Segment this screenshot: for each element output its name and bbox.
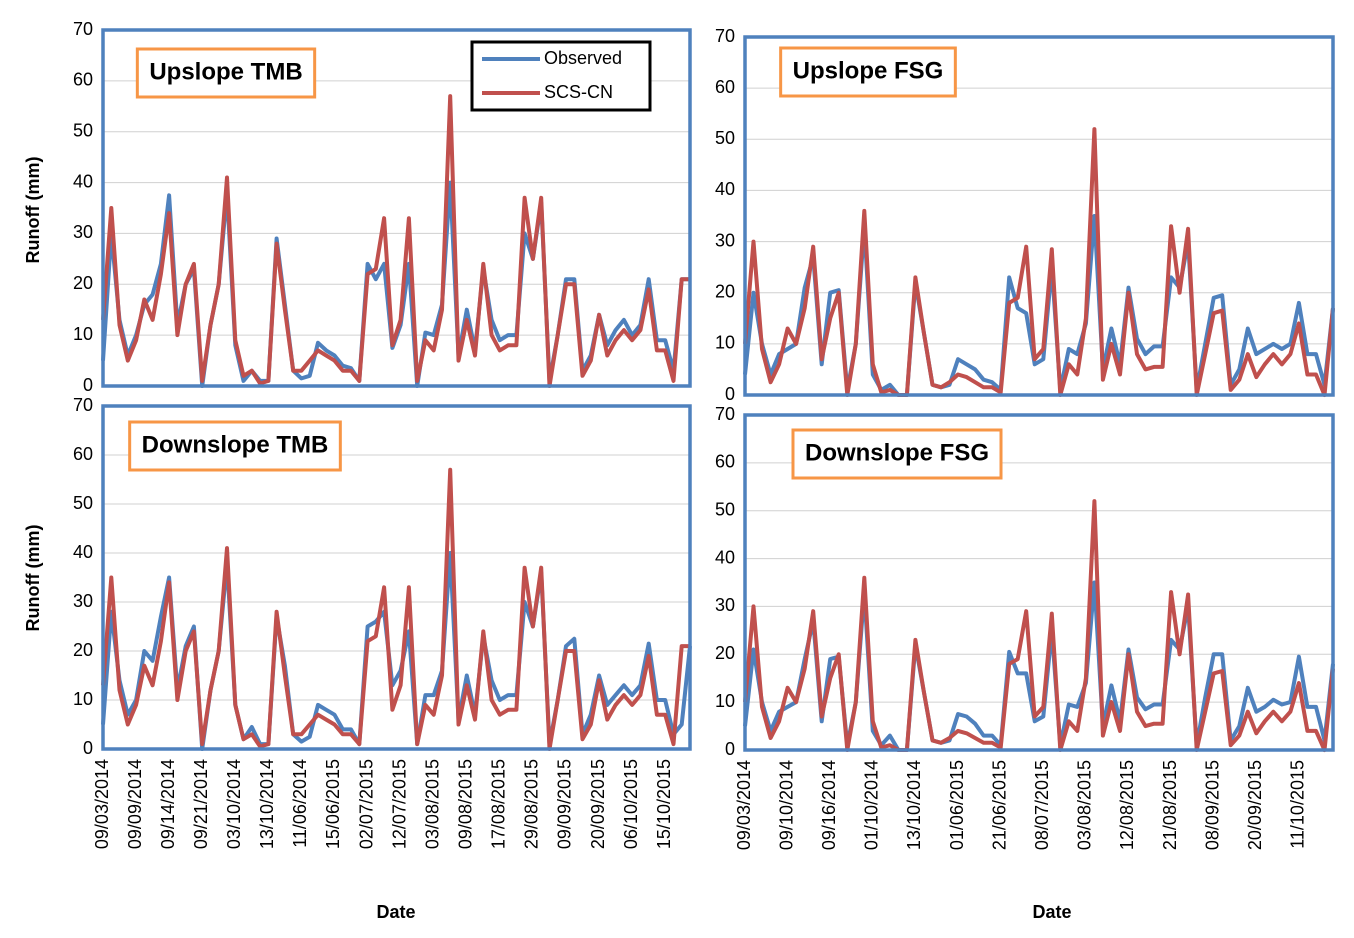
x-tick-label: 03/08/2015	[422, 759, 442, 849]
x-tick-label: 17/08/2015	[489, 759, 509, 849]
x-tick-label: 15/10/2015	[654, 759, 674, 849]
y-tick-label: 10	[715, 333, 735, 353]
y-tick-label: 0	[83, 738, 93, 758]
y-tick-label: 0	[725, 384, 735, 404]
y-tick-label: 70	[73, 19, 93, 39]
y-tick-label: 10	[73, 689, 93, 709]
y-axis-label: Runoff (mm)	[23, 157, 43, 264]
y-tick-label: 20	[73, 273, 93, 293]
plot-frame	[743, 35, 1335, 397]
x-tick-label: 15/06/2015	[323, 759, 343, 849]
x-tick-label: 29/08/2015	[522, 759, 542, 849]
x-tick-label: 21/08/2015	[1160, 760, 1180, 850]
y-tick-label: 20	[715, 643, 735, 663]
x-tick-label: 08/07/2015	[1032, 760, 1052, 850]
x-tick-label: 01/10/2014	[862, 760, 882, 850]
y-tick-label: 60	[715, 77, 735, 97]
y-tick-label: 20	[73, 640, 93, 660]
legend-box	[470, 40, 652, 112]
y-tick-label: 20	[715, 281, 735, 301]
x-tick-label: 12/07/2015	[389, 759, 409, 849]
plot-frame	[101, 28, 692, 388]
x-tick-label: 09/21/2014	[191, 759, 211, 849]
x-tick-label: 03/10/2014	[224, 759, 244, 849]
y-tick-label: 40	[73, 171, 93, 191]
x-tick-label: 20/09/2015	[1245, 760, 1265, 850]
x-tick-label: 09/03/2014	[92, 759, 112, 849]
panel-title: Upslope TMB	[149, 58, 302, 85]
y-tick-label: 70	[715, 26, 735, 46]
x-tick-label: 09/03/2014	[734, 760, 754, 850]
x-tick-label: 21/06/2015	[989, 760, 1009, 850]
x-tick-label: 09/10/2014	[776, 760, 796, 850]
y-tick-label: 60	[715, 452, 735, 472]
x-tick-label: 09/09/2014	[125, 759, 145, 849]
y-tick-label: 60	[73, 70, 93, 90]
y-tick-label: 70	[715, 404, 735, 424]
y-tick-label: 50	[73, 120, 93, 140]
x-tick-label: 01/06/2015	[947, 760, 967, 850]
y-tick-label: 0	[83, 375, 93, 395]
x-tick-label: 09/08/2015	[456, 759, 476, 849]
y-tick-label: 10	[715, 691, 735, 711]
series-line	[743, 499, 1335, 752]
panel-title: Downslope FSG	[805, 439, 989, 466]
x-tick-label: 20/09/2015	[588, 759, 608, 849]
x-tick-label: 09/09/2015	[555, 759, 575, 849]
y-tick-label: 50	[715, 128, 735, 148]
x-tick-label: 03/08/2015	[1075, 760, 1095, 850]
legend-label: SCS-CN	[544, 82, 613, 102]
x-axis-label: Date	[376, 902, 415, 922]
y-tick-label: 30	[73, 591, 93, 611]
x-tick-label: 11/10/2015	[1288, 760, 1308, 849]
y-tick-label: 30	[715, 595, 735, 615]
legend-label: Observed	[544, 48, 622, 68]
x-tick-label: 02/07/2015	[356, 759, 376, 849]
y-tick-label: 70	[73, 395, 93, 415]
x-tick-label: 09/14/2014	[158, 759, 178, 849]
y-tick-label: 40	[715, 179, 735, 199]
series-line	[743, 127, 1335, 397]
x-tick-label: 06/10/2015	[621, 759, 641, 849]
x-tick-label: 11/06/2014	[290, 759, 310, 848]
x-axis-label: Date	[1032, 902, 1071, 922]
y-tick-label: 40	[73, 542, 93, 562]
x-tick-label: 13/10/2014	[904, 760, 924, 850]
plot-frame	[743, 413, 1335, 752]
y-axis-label: Runoff (mm)	[23, 525, 43, 632]
y-tick-label: 60	[73, 444, 93, 464]
panel-title-box	[135, 47, 317, 99]
panel-title-box	[791, 428, 1003, 480]
plot-frame	[101, 404, 692, 751]
y-tick-label: 50	[73, 493, 93, 513]
y-tick-label: 50	[715, 499, 735, 519]
panel-title: Downslope TMB	[142, 431, 329, 458]
y-tick-label: 30	[715, 230, 735, 250]
x-tick-label: 09/16/2014	[819, 760, 839, 850]
panel-title: Upslope FSG	[793, 57, 944, 84]
x-tick-label: 12/08/2015	[1117, 760, 1137, 850]
y-tick-label: 30	[73, 222, 93, 242]
x-tick-label: 13/10/2014	[257, 759, 277, 849]
y-tick-label: 0	[725, 739, 735, 759]
series-line	[101, 467, 690, 751]
panel-title-box	[779, 46, 957, 98]
y-tick-label: 10	[73, 324, 93, 344]
x-tick-label: 08/09/2015	[1202, 760, 1222, 850]
panel-title-box	[128, 420, 342, 472]
y-tick-label: 40	[715, 547, 735, 567]
series-line	[101, 94, 690, 388]
